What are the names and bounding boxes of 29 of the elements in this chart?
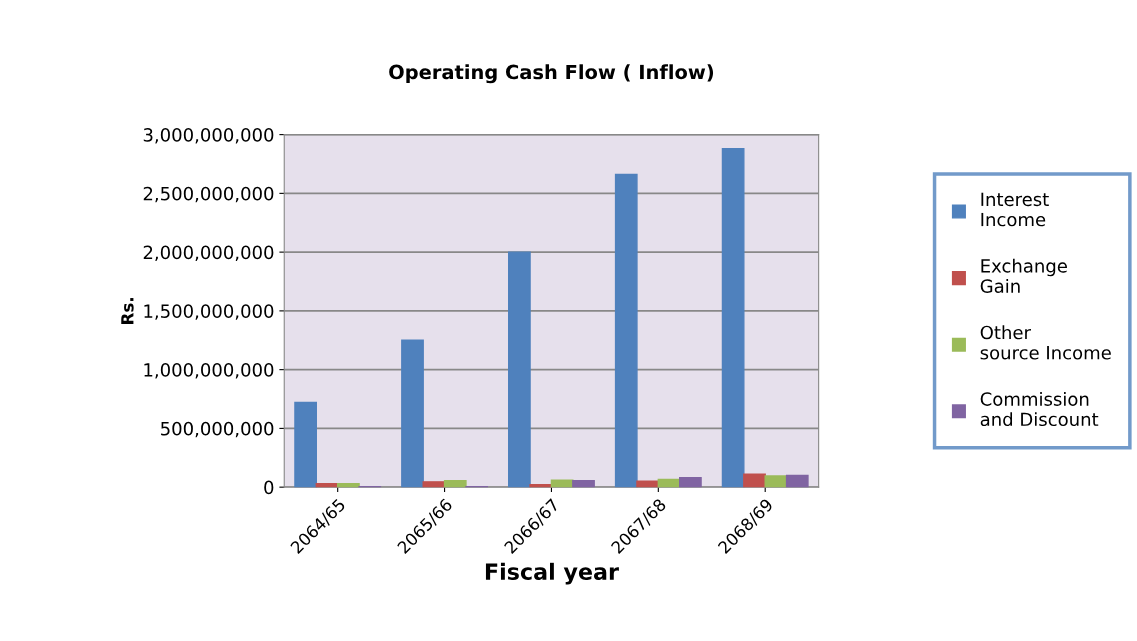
bar bbox=[443, 480, 467, 488]
bar bbox=[401, 339, 424, 488]
legend-label: Commission and Discount bbox=[980, 391, 1099, 427]
bar bbox=[679, 477, 702, 488]
bar bbox=[336, 482, 360, 488]
y-axis-title: Rs. bbox=[121, 298, 134, 324]
bar bbox=[764, 475, 788, 488]
y-tick-label: 2,000,000,000 bbox=[143, 245, 274, 262]
bar bbox=[785, 474, 809, 488]
bar bbox=[422, 481, 446, 488]
y-tick-label: 2,500,000,000 bbox=[143, 186, 274, 203]
bar bbox=[550, 479, 574, 488]
bar bbox=[294, 401, 318, 488]
bar bbox=[614, 173, 638, 488]
legend-label: Other source Income bbox=[980, 325, 1111, 360]
y-tick-label: 1,500,000,000 bbox=[144, 304, 274, 320]
chart-title: Operating Cash Flow ( Inflow) bbox=[389, 64, 714, 84]
legend-label: Exchange Gain bbox=[980, 258, 1067, 293]
legend-label: Interest Income bbox=[981, 192, 1049, 227]
y-tick-label: 3,000,000,000 bbox=[143, 128, 274, 144]
bar bbox=[743, 473, 766, 488]
x-axis-title: Fiscal year bbox=[485, 562, 619, 585]
y-tick-label: 0 bbox=[264, 480, 274, 495]
bar bbox=[572, 480, 595, 488]
bar bbox=[507, 251, 531, 488]
y-tick-label: 500,000,000 bbox=[161, 421, 274, 438]
y-tick-label: 1,000,000,000 bbox=[144, 363, 274, 379]
bar bbox=[529, 484, 553, 488]
bar bbox=[721, 148, 745, 488]
